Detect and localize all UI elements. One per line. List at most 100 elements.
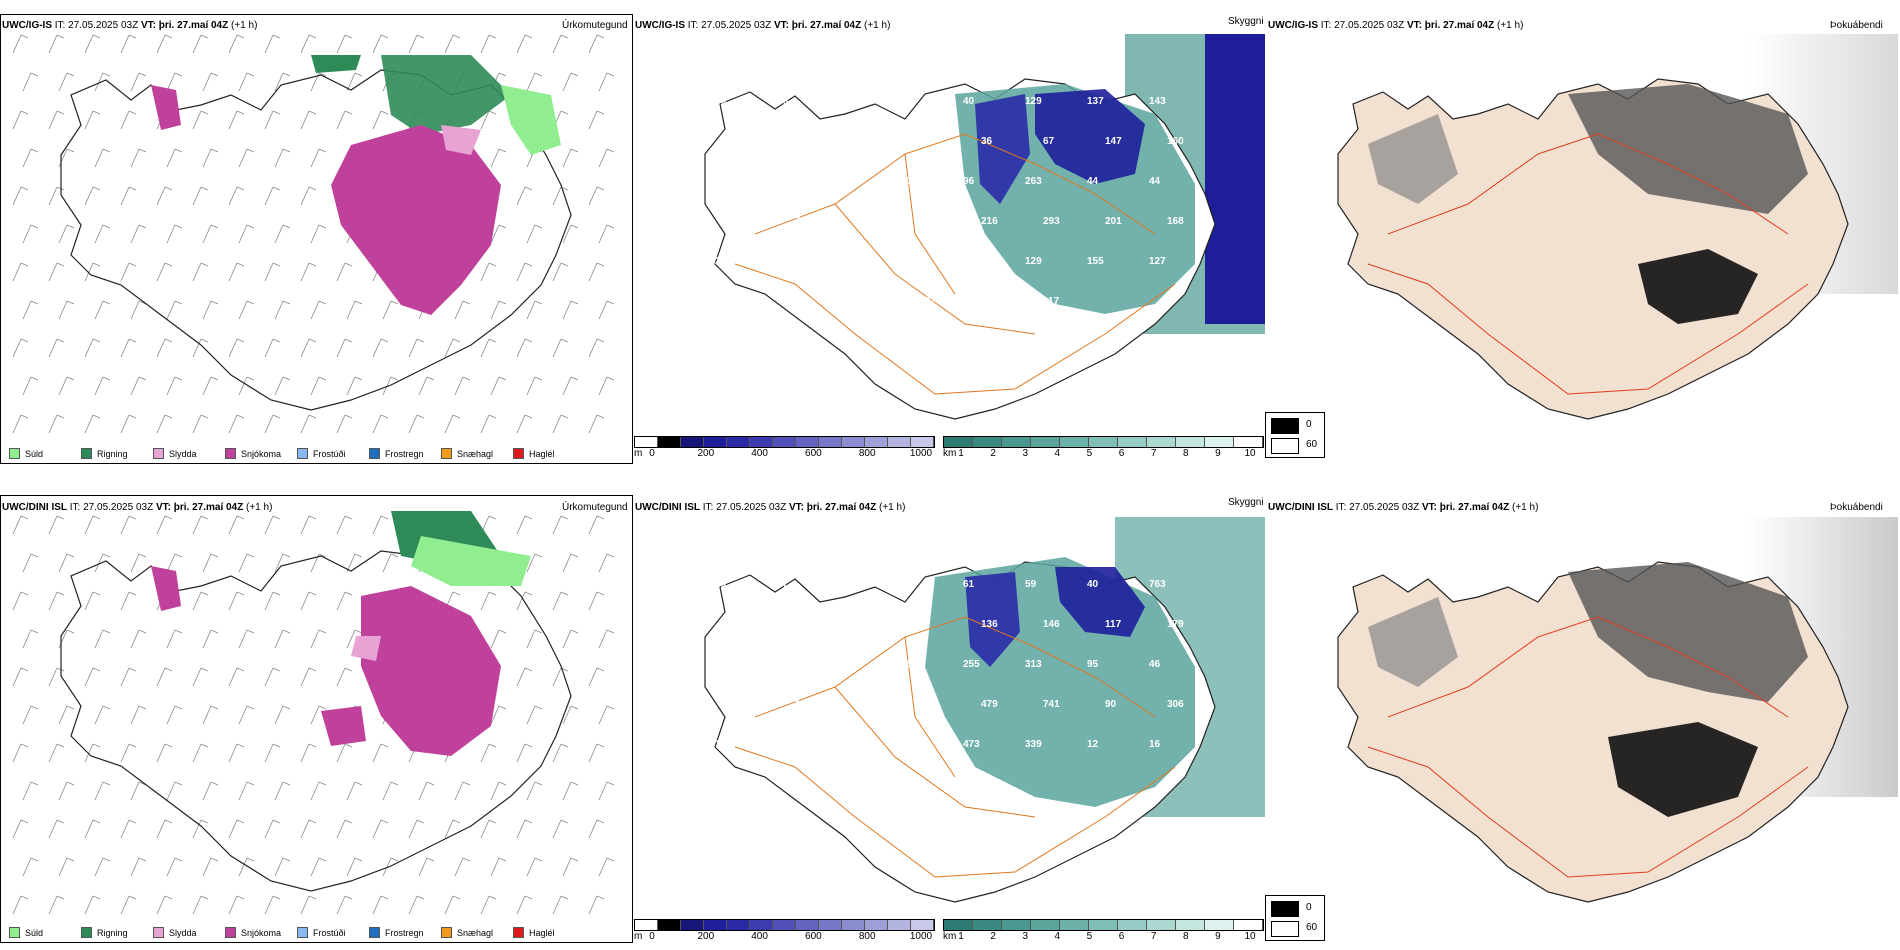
legend-label: Frostregn [385,448,424,459]
very-low-visibility-zone-2 [975,94,1030,204]
wind-barb [516,515,533,535]
visibility-value: 82 [777,176,789,187]
wind-barb [526,224,543,244]
wind-barb [12,262,29,282]
wind-barb [336,743,353,763]
visibility-value: 479 [981,699,998,710]
wind-barb [598,300,615,320]
wind-barb [526,376,543,396]
visibility-value: 160 [1167,136,1184,147]
colorbar-swatch [1118,920,1147,930]
wind-barb [166,553,183,573]
fog-west [1368,114,1458,204]
legend-label: Frostúði [313,927,346,938]
wind-barb [552,743,569,763]
wind-barb [166,148,183,168]
wind-barb [444,414,461,434]
wind-barb [588,515,605,535]
colorbar-unit: km [943,931,957,942]
wind-barb [382,781,399,801]
wind-barb [84,743,101,763]
wind-barb [58,300,75,320]
visibility-value: 201 [777,739,794,750]
wind-barb [346,376,363,396]
legend-item: Snjókoma [225,927,281,938]
colorbar-swatch [842,920,865,930]
wind-barb [84,515,101,535]
wind-barb [166,300,183,320]
wind-barb [588,895,605,915]
visibility-value-labels: 49 57 47 49 61 59 40 763 489 642 36 87 136 146 117 179 1… [715,579,1184,790]
visibility-value: 133 [795,296,812,307]
colorbar-tick: 6 [1118,448,1125,459]
colorbar-tick: 1 [958,931,964,942]
visibility-value: 134 [795,699,812,710]
snjokoma-area-nw [151,566,181,611]
wind-barb [94,857,111,877]
visibility-value: 61 [963,579,975,590]
visibility-value: 129 [1025,96,1042,107]
colorbar-swatch [1118,437,1147,447]
wind-barb [346,629,363,649]
wind-barb [526,781,543,801]
wind-barb [202,148,219,168]
visibility-value: 114 [901,739,918,750]
precip-type-title: Úrkomutegund [562,20,628,31]
wind-barb [192,262,209,282]
colorbar-swatch [1031,920,1060,930]
wind-barb [300,667,317,687]
fog-legend: 0 60 [1265,895,1325,941]
wind-barb [228,110,245,130]
colorbar-swatch [1176,437,1205,447]
visibility-value: 147 [1105,136,1122,147]
iceland-outline [60,69,572,411]
wind-barb [130,72,147,92]
wind-barb [130,300,147,320]
colorbar-swatch [635,437,658,447]
row1-header-left: UWC/IG-IS IT: 27.05.2025 03Z VT: þri. 27… [2,20,257,31]
wind-barb [562,224,579,244]
wind-barb [264,515,281,535]
wind-barb [58,224,75,244]
it-label: IT: [69,502,81,513]
wind-barb [202,553,219,573]
legend-swatch [513,927,524,938]
wind-barb [228,34,245,54]
wind-barb [274,376,291,396]
legend-item: Frostúði [297,927,346,938]
wind-barb [490,224,507,244]
wind-barb [48,591,65,611]
precip-map-frame: Súld Rigning Slydda Snjókoma Frostúði Frostre… [0,14,633,464]
wind-barb [130,705,147,725]
visibility-value: 247 [733,699,750,710]
wind-barb [120,895,137,915]
wind-barb [264,186,281,206]
colorbar-swatch [1176,920,1205,930]
wind-barb [588,667,605,687]
wind-barb [382,376,399,396]
wind-barb [12,34,29,54]
wind-barb [516,262,533,282]
wind-barb [336,515,353,535]
wind-barb [310,629,327,649]
wind-barb [588,819,605,839]
wind-barb [480,34,497,54]
wind-barb [58,376,75,396]
wind-barb [516,819,533,839]
wind-barb [598,72,615,92]
colorbar-swatch [681,437,704,447]
visibility-value: 137 [1087,96,1104,107]
wind-barb [346,781,363,801]
wind-barb [516,414,533,434]
wind-barb [202,300,219,320]
wind-barb [480,743,497,763]
legend-label: Súld [25,448,44,459]
wind-barb [490,148,507,168]
colorbar-swatch [973,920,1002,930]
legend-item: Frostregn [369,927,424,938]
wind-barb [516,591,533,611]
wind-barb [94,553,111,573]
legend-swatch [297,448,308,459]
wind-barb [12,819,29,839]
visibility-value-labels: 60 56 52 49 40 129 137 143 143 145 147 148 36 67 147 16… [715,96,1184,307]
